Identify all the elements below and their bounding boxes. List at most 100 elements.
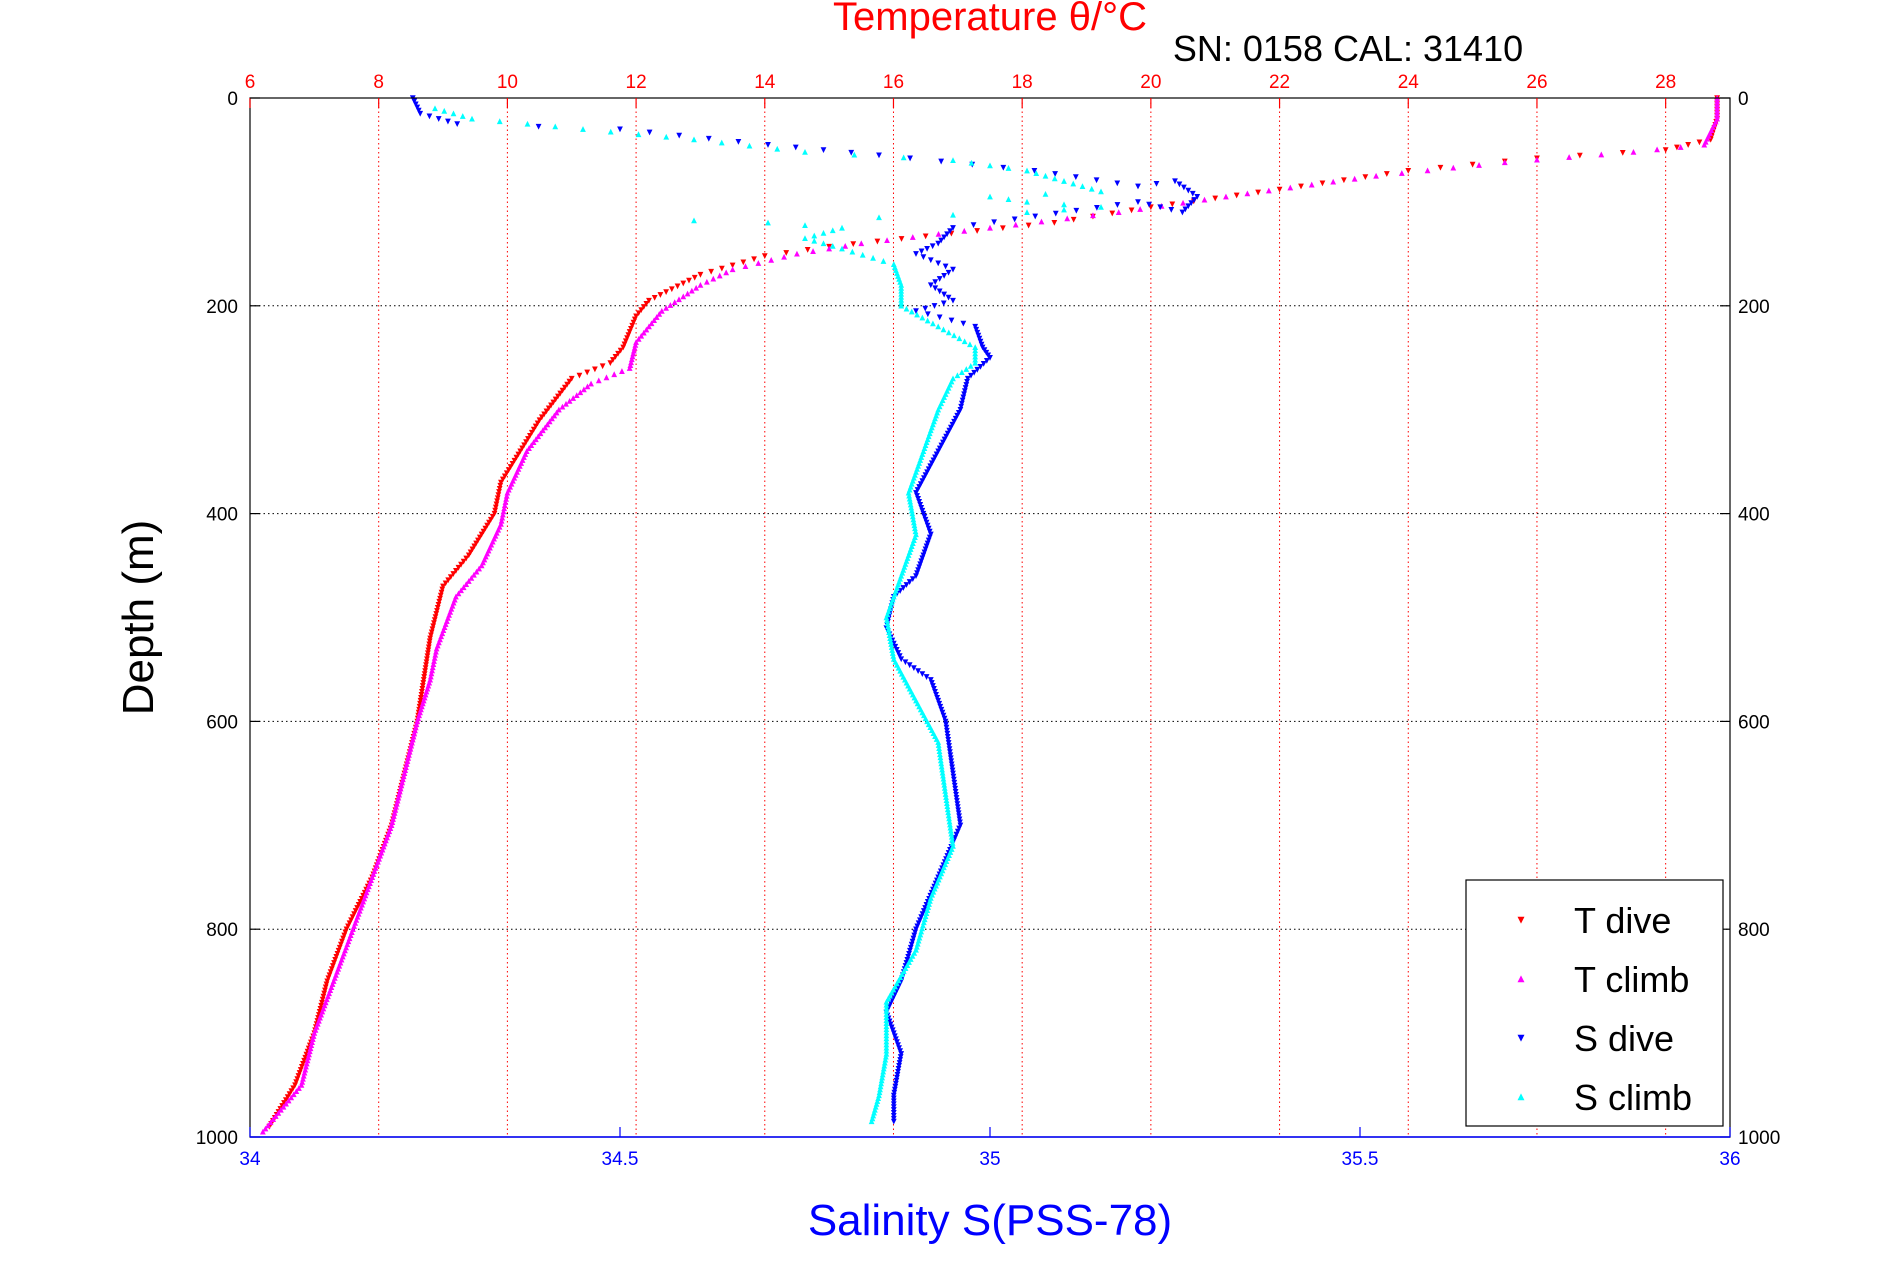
data-point-s-dive (435, 116, 442, 122)
data-point-t-dive (355, 902, 362, 908)
data-point-t-climb (1244, 190, 1251, 197)
data-point-t-climb (566, 397, 573, 404)
data-point-t-climb (742, 263, 749, 270)
data-point-s-climb (774, 145, 781, 152)
data-point-s-dive (892, 1083, 899, 1090)
data-point-s-dive (912, 929, 919, 936)
data-point-t-dive (626, 329, 633, 335)
data-point-s-dive (917, 481, 924, 487)
data-point-t-dive (482, 525, 489, 532)
data-point-t-climb (473, 568, 480, 575)
data-point-s-dive (974, 329, 981, 336)
data-point-t-dive (418, 694, 424, 701)
data-point-s-dive (980, 360, 987, 367)
data-point-t-dive (1619, 150, 1626, 156)
data-point-s-dive (412, 101, 419, 108)
data-point-s-dive (906, 950, 912, 957)
data-point-s-dive (913, 573, 919, 580)
data-point-t-dive (505, 467, 512, 474)
data-point-t-dive (576, 372, 583, 379)
data-point-t-climb (810, 248, 816, 254)
depth-tick-label-left: 1000 (196, 1128, 238, 1149)
data-point-t-dive (430, 623, 437, 630)
data-point-t-dive (1576, 152, 1583, 159)
data-point-t-climb (656, 311, 663, 317)
data-point-s-dive (1052, 210, 1059, 217)
data-point-s-dive (936, 314, 943, 321)
data-point-s-dive (950, 266, 956, 273)
data-point-t-climb (884, 237, 890, 244)
data-point-s-dive (1194, 194, 1201, 200)
data-point-t-climb (458, 587, 464, 594)
data-point-s-dive (894, 1074, 900, 1081)
data-point-s-dive (915, 920, 922, 927)
data-point-s-dive (890, 1098, 897, 1105)
data-point-s-dive (955, 807, 962, 814)
data-point-s-climb (1024, 198, 1030, 205)
data-point-t-dive (630, 319, 637, 326)
data-point-s-climb (945, 329, 952, 336)
data-point-t-climb (909, 234, 916, 240)
data-point-s-dive (890, 1115, 897, 1122)
data-point-t-dive (422, 665, 429, 672)
data-point-t-dive (708, 268, 715, 275)
data-point-s-dive (909, 938, 916, 945)
temperature-tick-label: 20 (1140, 72, 1161, 93)
data-point-s-dive (945, 740, 952, 746)
data-point-t-dive (607, 360, 614, 367)
data-point-t-dive (1070, 216, 1077, 223)
data-point-s-dive (929, 243, 936, 250)
data-point-t-dive (521, 442, 528, 449)
data-point-t-dive (422, 668, 429, 675)
data-point-s-dive (932, 454, 938, 461)
data-point-t-dive (498, 479, 504, 486)
data-point-s-climb (820, 229, 827, 236)
data-point-s-climb (1061, 178, 1067, 184)
data-point-s-dive (919, 555, 926, 562)
data-point-t-climb (1654, 146, 1660, 153)
data-point-t-climb (755, 260, 762, 266)
data-point-s-climb (950, 211, 956, 218)
data-point-t-dive (429, 626, 436, 633)
data-point-t-dive (515, 451, 522, 458)
data-point-t-climb (270, 1116, 277, 1123)
data-point-t-dive (300, 1060, 306, 1067)
data-point-s-climb (1051, 175, 1058, 182)
data-point-s-dive (941, 436, 948, 443)
data-point-s-dive (897, 1054, 904, 1060)
data-point-t-climb (285, 1097, 292, 1104)
data-point-s-dive (987, 355, 993, 361)
data-point-t-dive (427, 635, 434, 642)
data-point-s-dive (1031, 168, 1038, 174)
data-point-t-dive (346, 920, 353, 927)
data-point-t-climb (553, 409, 560, 416)
data-point-s-dive (921, 513, 928, 520)
data-point-s-climb (859, 251, 866, 258)
data-point-t-dive (420, 680, 427, 686)
data-point-s-dive (891, 1089, 898, 1096)
data-point-t-climb (1287, 184, 1294, 191)
data-point-s-dive (935, 260, 942, 267)
data-point-t-climb (1534, 156, 1540, 163)
data-point-s-dive (876, 152, 882, 159)
data-point-t-climb (463, 581, 470, 587)
data-point-t-climb (581, 386, 587, 393)
data-point-s-dive (924, 469, 930, 476)
data-point-s-dive (931, 686, 937, 692)
data-point-t-climb (635, 335, 642, 342)
data-point-s-dive (918, 248, 925, 255)
data-point-s-climb (1061, 206, 1067, 213)
data-point-s-dive (928, 680, 935, 686)
data-point-s-climb (924, 317, 931, 324)
data-point-s-dive (905, 954, 912, 960)
data-point-t-climb (1398, 170, 1405, 176)
data-point-t-dive (319, 999, 325, 1006)
data-point-s-dive (887, 1021, 894, 1028)
data-point-s-climb (459, 113, 466, 119)
data-point-t-climb (535, 433, 542, 440)
data-point-t-climb (638, 332, 645, 339)
data-point-s-dive (949, 764, 956, 771)
data-point-t-dive (469, 546, 476, 553)
data-point-s-climb (919, 314, 926, 321)
y-axis-label: Depth (m) (114, 520, 163, 716)
